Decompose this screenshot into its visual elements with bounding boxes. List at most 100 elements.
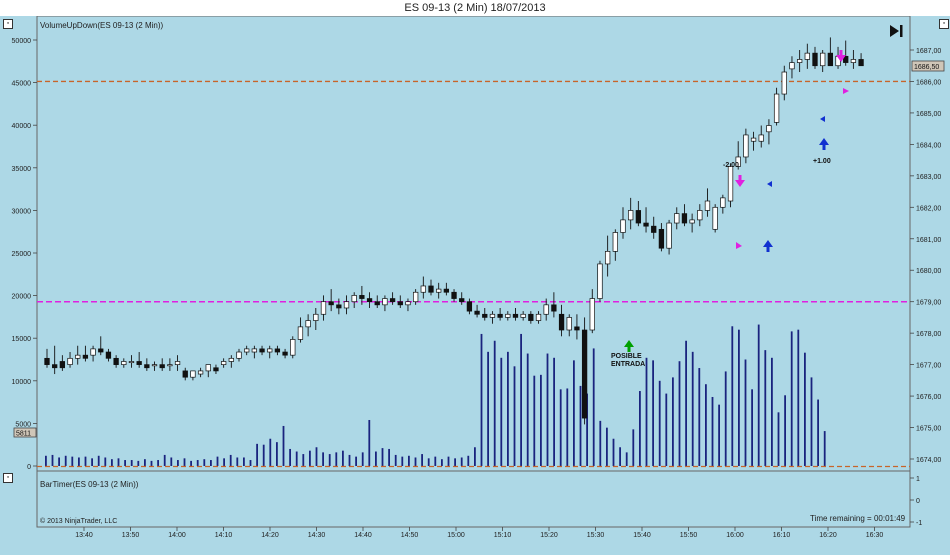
time-axis-label: 15:40	[633, 532, 651, 539]
window-title: ES 09-13 (2 Min) 18/07/2013	[0, 0, 950, 16]
candle	[743, 128, 749, 164]
candle	[796, 50, 803, 73]
candle-body-down	[812, 52, 818, 67]
candle	[351, 292, 357, 308]
candle-body-up	[190, 370, 196, 378]
svg-text:1686,50: 1686,50	[914, 64, 939, 71]
exit-marker-icon	[736, 242, 742, 249]
candle-body-down	[466, 301, 473, 312]
candle-body-up	[697, 210, 703, 221]
candle	[489, 311, 496, 324]
time-axis-label: 14:10	[215, 532, 233, 539]
volume-bar	[177, 460, 179, 466]
candle-body-down	[451, 291, 457, 299]
panel-toggle-button-right[interactable]: ▫	[939, 19, 949, 29]
volume-bar	[718, 404, 720, 466]
candle-body-down	[512, 313, 519, 318]
candle	[643, 207, 649, 233]
candle	[151, 361, 158, 371]
volume-bar	[236, 457, 239, 466]
price-axis-label: 1684,00	[916, 142, 941, 149]
candle-body-down	[827, 52, 834, 67]
candle-body-up	[267, 348, 273, 353]
candle	[244, 345, 250, 356]
volume-bar	[678, 361, 681, 466]
candle-body-up	[489, 313, 496, 318]
volume-bar	[454, 458, 456, 466]
panel-toggle-button[interactable]: ▫	[3, 19, 13, 29]
volume-bar	[738, 329, 740, 466]
volume-bar	[328, 454, 331, 466]
time-axis-label: 13:50	[122, 532, 140, 539]
price-value-badge: 1686,50	[911, 60, 945, 72]
skip-to-end-icon[interactable]	[890, 25, 903, 37]
volume-bar	[447, 456, 450, 466]
volume-bar	[130, 460, 133, 466]
candle	[566, 314, 572, 337]
time-axis-label: 15:00	[447, 532, 465, 539]
price-axis-label: 1676,00	[916, 394, 941, 401]
candle-body-up	[743, 134, 749, 158]
candle	[267, 345, 273, 359]
candle	[328, 289, 334, 312]
volume-bar	[797, 329, 800, 466]
timer-panel-toggle-button[interactable]: ▫	[3, 473, 13, 483]
candle	[451, 289, 457, 302]
volume-bar	[71, 456, 74, 466]
candle-body-up	[620, 219, 626, 233]
volume-bar	[804, 352, 806, 466]
candle-body-down	[651, 225, 657, 233]
volume-bar	[751, 389, 753, 466]
price-axis-label: 1680,00	[916, 268, 941, 275]
candle	[205, 364, 211, 378]
chart-area[interactable]: VolumeUpDown(ES 09-13 (2 Min)) BarTimer(…	[0, 15, 950, 555]
time-remaining-text: Time remaining = 00:01:49	[810, 514, 906, 523]
candle-body-up	[804, 52, 810, 60]
sell-down-arrow-icon	[735, 175, 745, 187]
volume-bar	[348, 454, 351, 466]
candle-body-up	[128, 361, 135, 364]
volume-axis-label: 40000	[12, 123, 32, 130]
candle	[750, 131, 757, 151]
volume-bar	[520, 333, 522, 466]
volume-bar	[91, 458, 93, 466]
candle	[858, 53, 864, 67]
candle	[727, 163, 734, 208]
candle-body-up	[90, 348, 96, 356]
candle	[658, 223, 665, 252]
candle	[82, 345, 89, 362]
volume-bar	[295, 451, 298, 466]
candle-body-down	[144, 364, 150, 369]
volume-bar	[823, 431, 826, 466]
candle-body-down	[182, 370, 188, 378]
candle	[59, 355, 66, 371]
candle-body-up	[420, 285, 426, 293]
candle	[635, 201, 642, 227]
candle	[773, 87, 780, 126]
candle	[558, 304, 565, 337]
volume-bar	[210, 460, 212, 466]
candle-body-up	[351, 295, 357, 303]
candle-body-down	[397, 301, 403, 306]
chart-canvas[interactable]: VolumeUpDown(ES 09-13 (2 Min)) BarTimer(…	[0, 15, 950, 555]
volume-bar	[810, 377, 813, 466]
candle-body-down	[98, 348, 104, 353]
volume-bar	[256, 443, 258, 466]
candle-body-down	[366, 298, 373, 303]
candle-body-down	[681, 213, 688, 224]
price-axis-label: 1685,00	[916, 111, 941, 118]
candle	[758, 125, 764, 148]
volume-bar	[375, 451, 377, 466]
volume-bar	[652, 360, 654, 466]
candle-body-up	[220, 361, 227, 365]
volume-bar	[117, 458, 120, 466]
candle	[282, 348, 288, 359]
volume-axis-label: 10000	[12, 379, 32, 386]
price-axis-label: 1682,00	[916, 205, 941, 212]
volume-bar	[612, 438, 615, 466]
volume-bar	[269, 438, 272, 466]
volume-axis-label: 5000	[15, 421, 31, 428]
time-axis: 13:40 13:50 14:00 14:10 14:20 14:30 14:40 14:50…	[75, 527, 883, 539]
candle-body-down	[113, 357, 119, 365]
candle-body-down	[259, 348, 265, 353]
